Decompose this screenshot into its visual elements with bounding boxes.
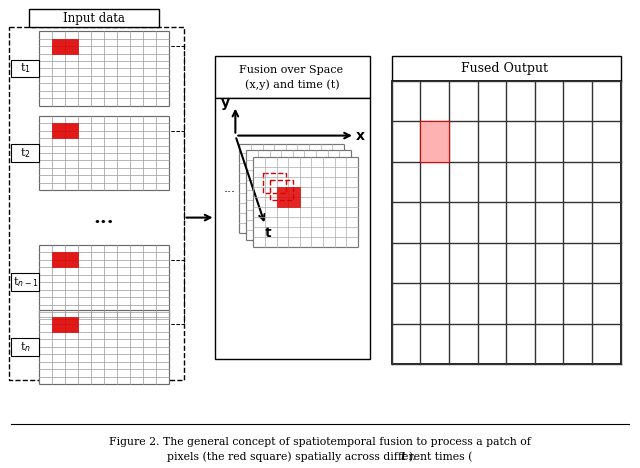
Text: Figure 2. The general concept of spatiotemporal fusion to process a patch of: Figure 2. The general concept of spatiot… <box>109 437 531 447</box>
Text: ).: ). <box>408 452 415 462</box>
Text: pixels (the red square) spatially across different times (: pixels (the red square) spatially across… <box>167 452 473 462</box>
Text: t$_1$: t$_1$ <box>20 62 31 75</box>
Bar <box>52 317 78 332</box>
Text: t$_{n-1}$: t$_{n-1}$ <box>13 275 38 289</box>
Bar <box>12 273 39 291</box>
Text: ...: ... <box>223 182 236 195</box>
Bar <box>216 56 370 98</box>
Bar <box>253 157 358 247</box>
Text: t: t <box>400 451 405 462</box>
Text: Fused Output: Fused Output <box>461 62 552 75</box>
Text: t$_2$: t$_2$ <box>20 146 31 160</box>
Bar <box>39 309 169 384</box>
Bar <box>10 27 184 380</box>
Text: ...: ... <box>93 209 115 227</box>
Bar <box>52 123 78 138</box>
Bar <box>52 252 78 267</box>
Text: (x,y) and time (t): (x,y) and time (t) <box>245 80 340 90</box>
Bar <box>216 98 370 359</box>
Bar <box>246 151 351 240</box>
Bar <box>12 144 39 162</box>
Bar <box>39 116 169 190</box>
Bar <box>52 39 78 53</box>
Bar <box>12 338 39 356</box>
Bar <box>392 81 621 364</box>
Text: t$_n$: t$_n$ <box>20 340 31 354</box>
Bar <box>392 56 621 81</box>
Bar <box>276 187 300 207</box>
Bar <box>239 144 344 233</box>
Text: y: y <box>221 96 230 110</box>
Bar <box>12 59 39 77</box>
Text: t: t <box>265 226 271 240</box>
Bar <box>39 245 169 320</box>
Bar <box>29 9 159 27</box>
Bar <box>39 31 169 106</box>
Text: Fusion over Space: Fusion over Space <box>239 65 346 75</box>
Bar <box>262 173 286 193</box>
Text: Input data: Input data <box>63 12 125 25</box>
Bar <box>420 121 449 162</box>
Bar <box>269 180 292 200</box>
Text: x: x <box>355 129 364 143</box>
